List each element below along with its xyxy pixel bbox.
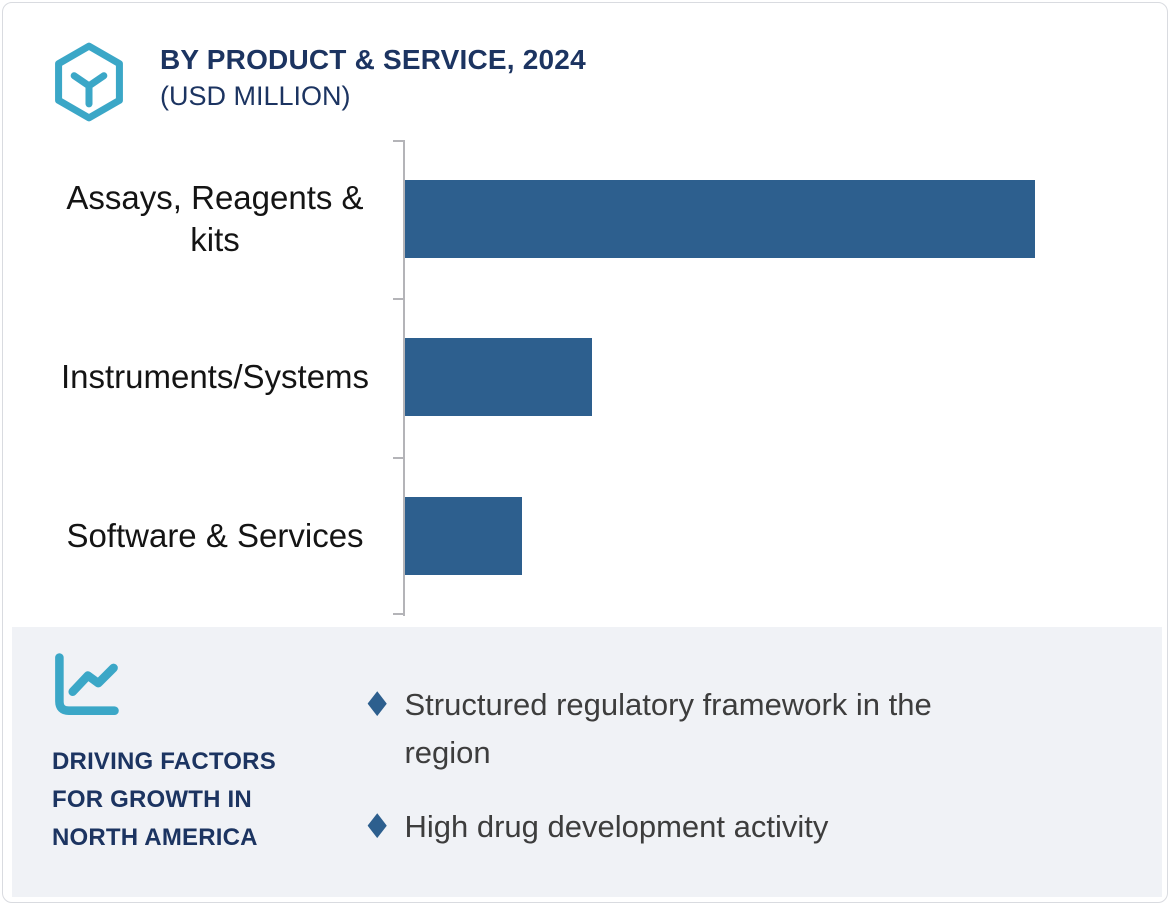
diamond-bullet-icon: ♦	[362, 685, 393, 725]
axis-tick	[393, 613, 403, 615]
driving-factors-heading: DRIVING FACTORS FOR GROWTH IN NORTH AMER…	[52, 748, 276, 851]
driving-factors-list: ♦ Structured regulatory framework in the …	[362, 681, 949, 851]
axis-tick	[393, 457, 403, 459]
bar-chart: Assays, Reagents & kits Instruments/Syste…	[0, 140, 1170, 616]
category-label: Software & Services	[66, 516, 364, 554]
chart-row: Assays, Reagents & kits	[0, 140, 1170, 298]
driving-factor-item: ♦ High drug development activity	[362, 803, 949, 851]
category-label: Instruments/Systems	[60, 358, 370, 396]
chart-row: Instruments/Systems	[0, 298, 1170, 456]
chart-subtitle: (USD MILLION)	[160, 81, 351, 111]
bar	[405, 180, 1035, 259]
chart-header: BY PRODUCT & SERVICE, 2024 (USD MILLION)	[160, 41, 586, 115]
driving-factor-item: ♦ Structured regulatory framework in the …	[362, 681, 949, 777]
bar	[405, 496, 522, 575]
hexagon-molecule-icon	[55, 42, 123, 122]
bar	[405, 338, 592, 417]
diamond-bullet-icon: ♦	[362, 807, 393, 847]
line-chart-icon	[55, 653, 119, 715]
driving-factor-text: High drug development activity	[404, 809, 829, 844]
chart-title: BY PRODUCT & SERVICE, 2024	[160, 44, 586, 75]
axis-tick	[393, 140, 403, 142]
chart-rows: Assays, Reagents & kits Instruments/Syste…	[0, 140, 1170, 615]
axis-tick	[393, 298, 403, 300]
chart-row: Software & Services	[0, 457, 1170, 615]
category-label: Assays, Reagents & kits	[66, 179, 364, 259]
driving-factors-panel: DRIVING FACTORS FOR GROWTH IN NORTH AMER…	[12, 627, 1162, 897]
value-axis-line	[403, 140, 405, 616]
driving-factor-text: Structured regulatory framework in the r…	[404, 687, 932, 770]
axis-ticks	[393, 140, 403, 616]
